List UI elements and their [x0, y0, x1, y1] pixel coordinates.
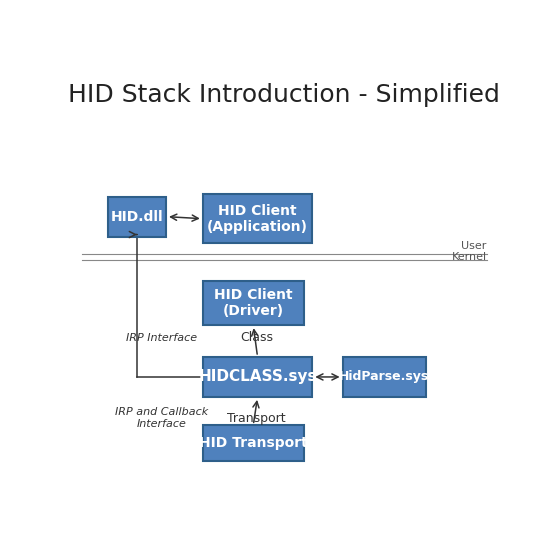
Text: HID Transport: HID Transport: [199, 436, 307, 450]
FancyBboxPatch shape: [203, 281, 304, 326]
FancyBboxPatch shape: [203, 425, 304, 461]
FancyBboxPatch shape: [342, 357, 426, 397]
Text: HidParse.sys: HidParse.sys: [339, 370, 430, 384]
FancyBboxPatch shape: [203, 357, 312, 397]
FancyBboxPatch shape: [108, 197, 166, 237]
Text: HID Client
(Application): HID Client (Application): [207, 204, 308, 234]
Text: HIDCLASS.sys: HIDCLASS.sys: [198, 369, 317, 385]
Text: Kernel: Kernel: [451, 252, 487, 262]
Text: HID Client
(Driver): HID Client (Driver): [214, 288, 292, 318]
Text: User: User: [461, 242, 487, 252]
Text: HID Stack Introduction - Simplified: HID Stack Introduction - Simplified: [68, 83, 501, 107]
Text: IRP and Callback
Interface: IRP and Callback Interface: [115, 407, 209, 429]
Text: HID.dll: HID.dll: [111, 210, 163, 224]
Text: IRP Interface: IRP Interface: [127, 333, 198, 343]
Text: Class: Class: [240, 332, 273, 345]
FancyBboxPatch shape: [203, 195, 312, 243]
Text: Transport: Transport: [227, 412, 286, 425]
